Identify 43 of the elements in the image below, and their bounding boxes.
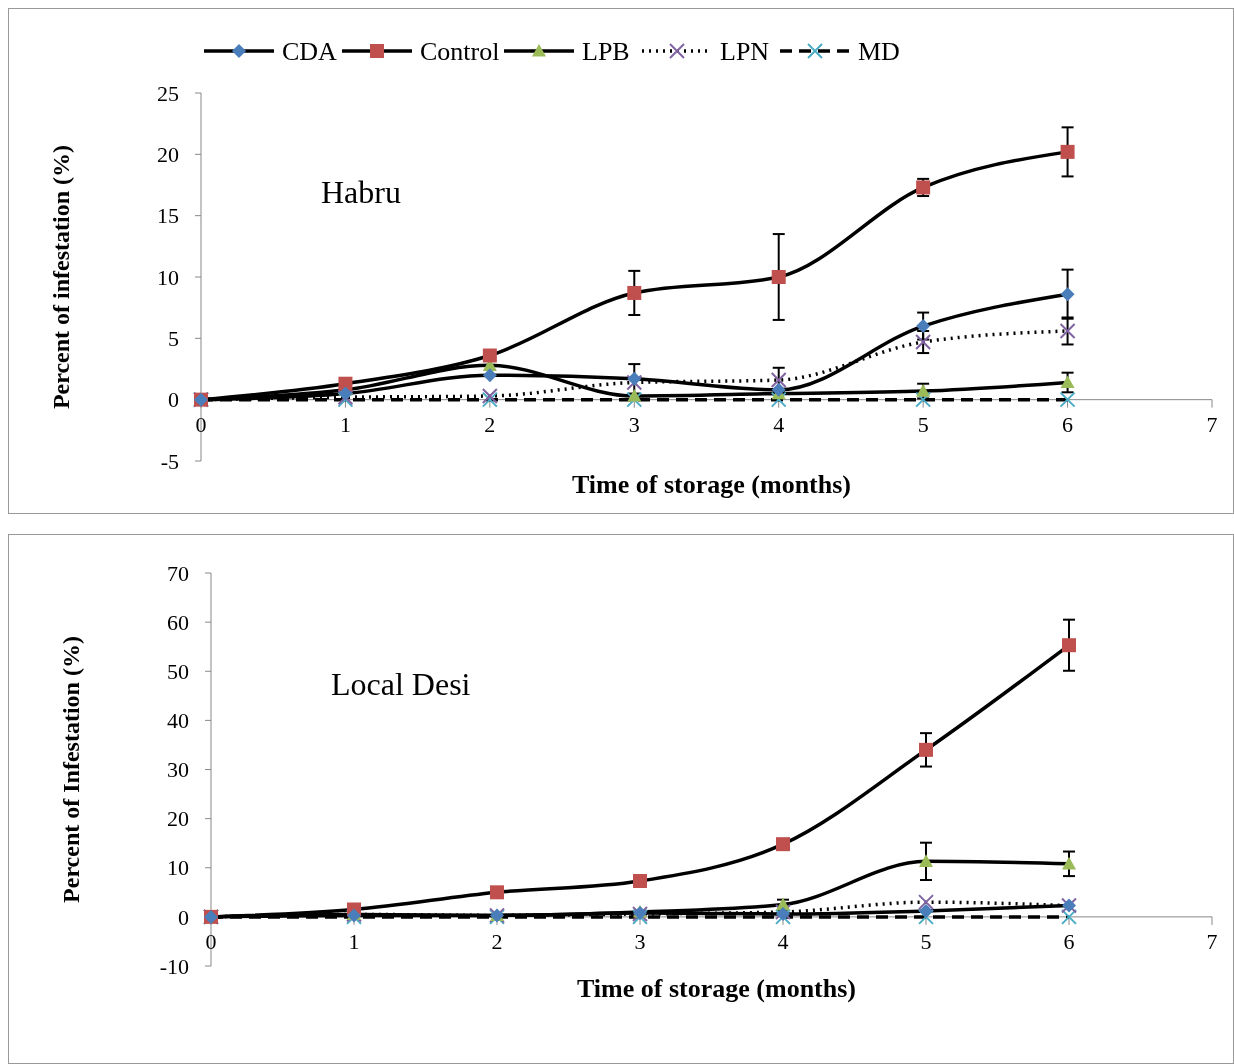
legend-label: LPB [582,37,630,67]
x-tick-label: 4 [777,928,789,954]
y-tick-label: 60 [167,609,189,635]
y-tick-label: 20 [167,806,189,832]
x-tick-label: 3 [634,928,646,954]
x-tick-label: 1 [348,928,360,954]
legend-label: LPN [720,37,770,67]
x-tick-label: 2 [491,928,503,954]
y-tick-label: 20 [157,142,179,168]
y-tick-label: 10 [167,855,189,881]
x-tick-label: 6 [1062,411,1074,437]
y-tick-label: 0 [168,387,179,413]
x-tick-label: 5 [920,928,932,954]
legend-label: CDA [282,37,338,67]
legend-label: MD [858,37,900,67]
y-axis-title: Percent of Infestation (%) [58,636,84,903]
y-tick-label: 10 [157,264,179,290]
y-tick-label: -5 [160,448,179,474]
annotation: Habru [321,174,401,210]
annotation: Local Desi [331,666,471,702]
y-tick-label: 30 [167,757,189,783]
x-tick-label: 6 [1063,928,1075,954]
x-tick-label: 7 [1206,928,1218,954]
x-tick-label: 2 [484,411,496,437]
x-tick-label: 3 [628,411,640,437]
y-tick-label: 0 [178,904,189,930]
legend-label: Control [420,37,500,67]
y-tick-label: -10 [159,953,189,979]
y-tick-label: 70 [167,560,189,586]
x-axis-title: Time of storage (months) [572,470,851,499]
x-tick-label: 0 [195,411,207,437]
x-tick-label: 4 [773,411,785,437]
y-tick-label: 50 [167,658,189,684]
x-tick-label: 0 [205,928,217,954]
y-tick-label: 5 [168,326,179,352]
x-tick-label: 1 [339,411,351,437]
y-tick-label: 25 [157,80,179,106]
x-tick-label: 5 [917,411,929,437]
x-axis-title: Time of storage (months) [577,974,856,1003]
y-tick-label: 15 [157,203,179,229]
y-axis-title: Percent of infestation (%) [48,144,74,410]
y-tick-label: 40 [167,708,189,734]
x-tick-label: 7 [1206,411,1218,437]
